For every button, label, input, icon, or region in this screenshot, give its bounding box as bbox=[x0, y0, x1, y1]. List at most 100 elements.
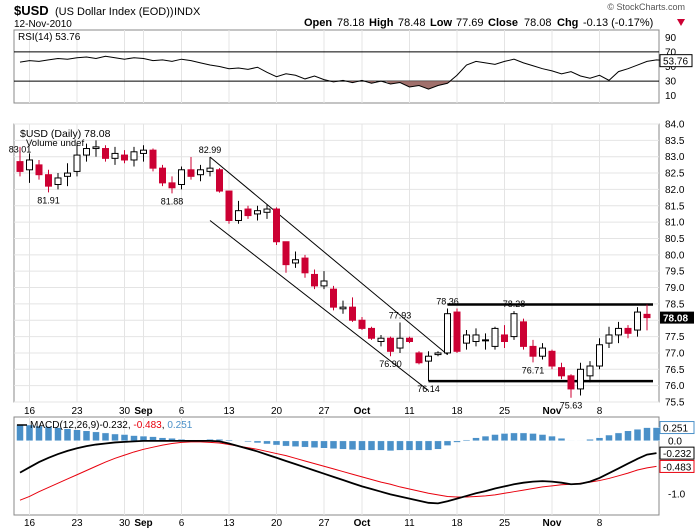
x-tick-label: 8 bbox=[597, 518, 603, 529]
macd-histogram-bar bbox=[54, 427, 62, 442]
macd-histogram-bar bbox=[624, 430, 632, 442]
security-name: (US Dollar Index (EOD)) bbox=[55, 6, 174, 18]
candle-down bbox=[567, 375, 575, 390]
rsi-layer bbox=[14, 51, 667, 90]
candle-up bbox=[197, 169, 204, 176]
x-tick-label: 13 bbox=[223, 406, 235, 417]
candle-up bbox=[377, 337, 385, 342]
macd-histogram-bar bbox=[605, 434, 613, 442]
macd-histogram-bar bbox=[643, 427, 651, 442]
x-tick-label: 30 bbox=[119, 518, 131, 529]
macd-hist-last-box bbox=[659, 421, 695, 435]
macd-histogram-bar bbox=[443, 440, 452, 446]
x-tick-label: 27 bbox=[318, 518, 330, 529]
macd-histogram-bar bbox=[73, 429, 81, 442]
macd-last-box-label: -0.232 bbox=[663, 449, 692, 460]
macd-histogram-bar bbox=[519, 432, 528, 442]
price-y-tick-label: 81.5 bbox=[665, 201, 685, 212]
macd-histogram-bar bbox=[82, 430, 91, 442]
candle-down bbox=[349, 306, 356, 321]
price-y-tick-label: 75.5 bbox=[665, 398, 685, 409]
candle-down bbox=[16, 161, 24, 172]
macd-histogram-bar bbox=[367, 440, 376, 451]
macd-histogram-bar bbox=[111, 433, 119, 442]
macd-histogram-bar bbox=[491, 434, 499, 442]
macd-line bbox=[19, 439, 657, 505]
candle-down bbox=[216, 169, 223, 192]
macd-histogram-bar bbox=[120, 434, 129, 442]
open-label: Open bbox=[304, 17, 332, 29]
price-y-tick-label: 76.5 bbox=[665, 365, 685, 376]
candle-up bbox=[396, 337, 404, 349]
macd-title-label: MACD(12,26,9) bbox=[30, 420, 99, 431]
rsi-axis: 90 70 50 30 10 53.76 bbox=[659, 33, 693, 102]
macd-histogram-bar bbox=[339, 440, 347, 450]
quote-bar: Open 78.18 High 78.48 Low 77.69 Close 78… bbox=[304, 17, 685, 29]
rsi-last-value: 53.76 bbox=[663, 57, 688, 68]
price-annotation: 76.90 bbox=[379, 359, 402, 369]
rsi-oversold-fill bbox=[366, 81, 377, 84]
macd-histogram-bar bbox=[291, 440, 300, 447]
candle-down bbox=[501, 334, 508, 342]
low-label: Low bbox=[430, 17, 452, 29]
candle-down bbox=[358, 319, 366, 329]
rsi-y-tick-label: 70 bbox=[665, 47, 677, 58]
price-y-tick-label: 77.0 bbox=[665, 348, 685, 359]
candle-down bbox=[624, 327, 632, 334]
x-tick-label: 27 bbox=[318, 406, 330, 417]
x-tick-label: 20 bbox=[271, 406, 283, 417]
macd-histogram-bar bbox=[272, 440, 281, 446]
macd-y-tick-label: 0.0 bbox=[668, 436, 682, 447]
macd-signal-line bbox=[19, 441, 657, 501]
candle-down bbox=[387, 337, 394, 352]
macd-histogram-bar bbox=[538, 434, 547, 442]
candle-up bbox=[605, 334, 613, 344]
macd-histogram-bar bbox=[510, 432, 518, 442]
macd-histogram-bar bbox=[633, 428, 642, 442]
chart-date: 12-Nov-2010 bbox=[14, 19, 72, 30]
price-y-tick-label: 84.0 bbox=[665, 120, 685, 131]
svg-text:MACD(12,26,9)-0.232, -0.483, 0: MACD(12,26,9)-0.232, -0.483, 0.251 bbox=[30, 420, 193, 431]
macd-y-tick-label: -1.0 bbox=[668, 489, 686, 500]
x-tick-label: 11 bbox=[404, 518, 415, 529]
macd-histogram-bar bbox=[25, 424, 34, 442]
change-value: -0.13 (-0.17%) bbox=[583, 17, 653, 29]
price-y-tick-label: 81.0 bbox=[665, 218, 685, 229]
candle-down bbox=[102, 148, 109, 159]
macd-x-axis: 16 23 30 Sep 6 13 20 27 Oct 11 18 25 Nov 8 bbox=[24, 518, 603, 529]
price-y-tick-label: 77.5 bbox=[665, 332, 685, 343]
macd-panel bbox=[13, 416, 660, 516]
x-tick-label: 23 bbox=[71, 406, 83, 417]
macd-title-hist-value: 0.251 bbox=[167, 420, 192, 431]
price-annotation: 82.99 bbox=[199, 145, 222, 155]
rsi-panel bbox=[13, 29, 660, 104]
price-y-tick-label: 76.0 bbox=[665, 381, 685, 392]
macd-histogram-bar bbox=[424, 440, 433, 451]
x-tick-label: 25 bbox=[499, 518, 511, 529]
price-y-tick-label: 82.5 bbox=[665, 169, 685, 180]
macd-histogram-bar bbox=[529, 433, 537, 442]
macd-histogram-bar bbox=[472, 437, 480, 442]
candle-up bbox=[586, 365, 594, 377]
candle-up bbox=[539, 347, 546, 357]
candle-down bbox=[159, 167, 166, 184]
macd-histogram-layer bbox=[16, 424, 661, 452]
candle-up bbox=[92, 146, 100, 150]
macd-histogram-bar bbox=[548, 435, 556, 442]
low-value: 77.69 bbox=[456, 17, 484, 29]
rsi-y-tick-label: 50 bbox=[665, 62, 677, 73]
macd-histogram-bar bbox=[63, 428, 72, 442]
price-annotation: 76.71 bbox=[522, 365, 545, 375]
macd-histogram-bar bbox=[16, 424, 24, 442]
macd-histogram-bar bbox=[386, 440, 395, 452]
candle-up bbox=[235, 210, 242, 221]
macd-histogram-bar bbox=[101, 432, 110, 442]
x-tick-label: 25 bbox=[499, 406, 511, 417]
candle-up bbox=[178, 169, 185, 186]
rsi-y-tick-label: 30 bbox=[665, 77, 677, 88]
candle-up bbox=[320, 280, 328, 287]
candle-down bbox=[168, 182, 176, 189]
price-axis: 84.0 83.5 83.0 82.5 82.0 81.5 81.0 80.5 80.0 79.5… bbox=[660, 120, 694, 409]
x-tick-label: 6 bbox=[179, 518, 185, 529]
